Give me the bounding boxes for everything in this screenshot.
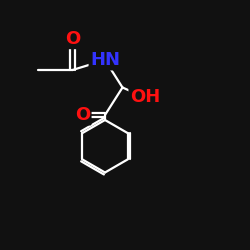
- Text: HN: HN: [90, 51, 120, 69]
- Text: O: O: [75, 106, 90, 124]
- Text: O: O: [65, 30, 80, 48]
- Text: OH: OH: [130, 88, 160, 106]
